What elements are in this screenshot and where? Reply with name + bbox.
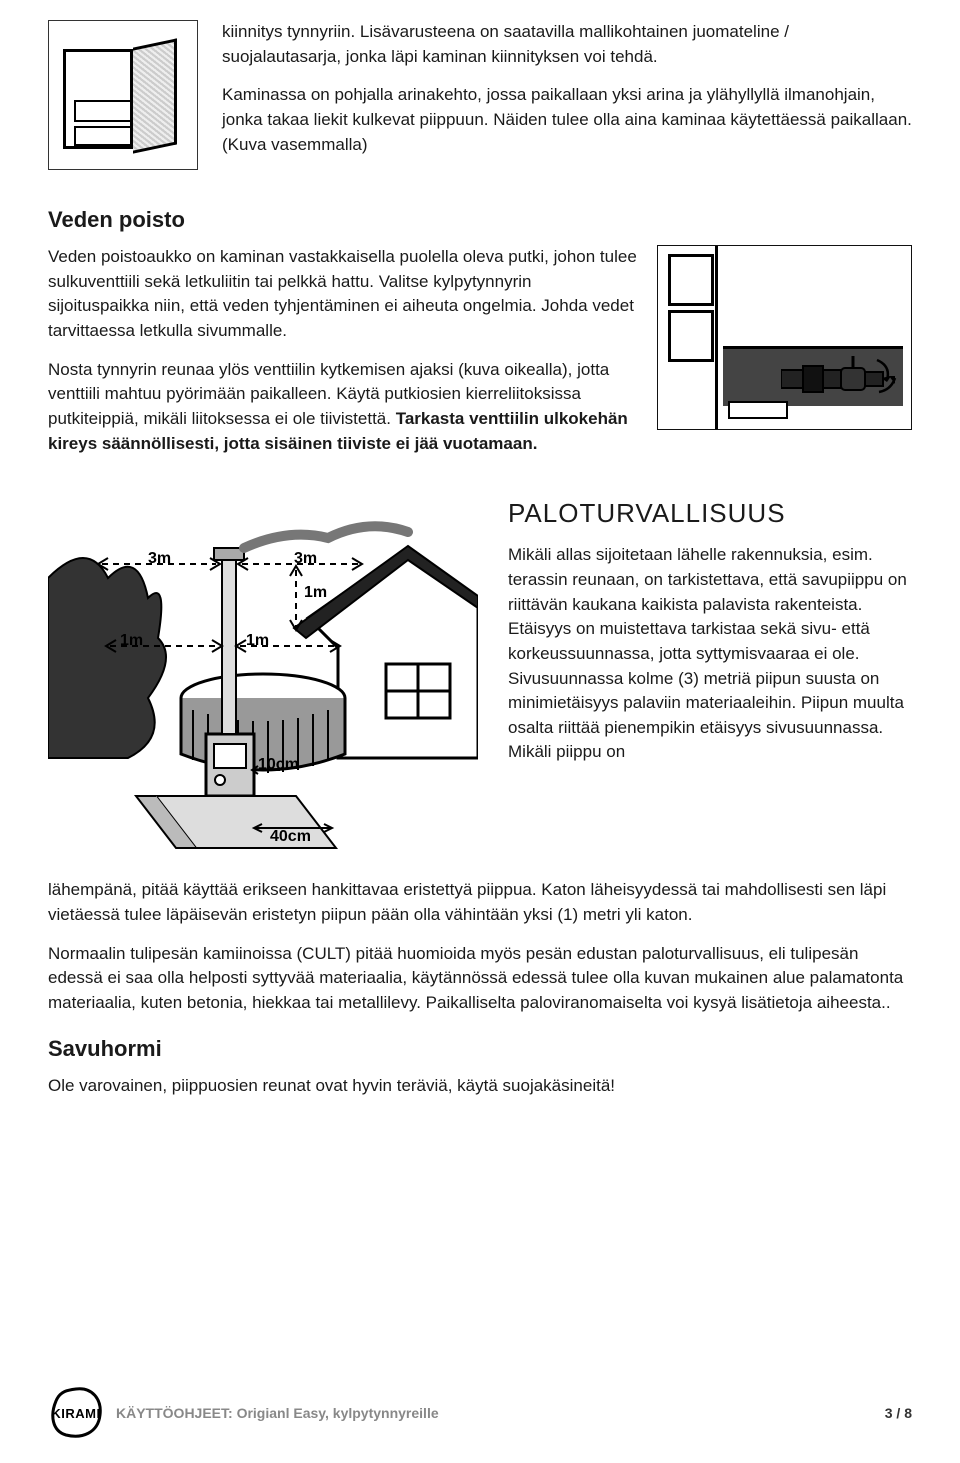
para-attachment-1: kiinnitys tynnyriin. Lisävarusteena on s…: [222, 20, 912, 69]
label-1m-top: 1m: [304, 584, 327, 602]
veden-poisto-text: Veden poistoaukko on kaminan vastakkaise…: [48, 245, 637, 470]
footer-page-number: 3 / 8: [885, 1405, 912, 1421]
heading-paloturvallisuus: PALOTURVALLISUUS: [508, 498, 912, 529]
para-veden-2: Nosta tynnyrin reunaa ylös venttiilin ky…: [48, 358, 637, 457]
section-veden-poisto: Veden poistoaukko on kaminan vastakkaise…: [48, 245, 912, 470]
illustration-valve: [657, 245, 912, 430]
label-1m-left: 1m: [120, 632, 143, 650]
section-paloturvallisuus: 3m 3m 1m 1m 1m 10cm 40cm PALOTURVALLISUU…: [48, 498, 912, 878]
section-attachment-text: kiinnitys tynnyriin. Lisävarusteena on s…: [222, 20, 912, 171]
para-attachment-2: Kaminassa on pohjalla arinakehto, jossa …: [222, 83, 912, 157]
para-palo-2: Normaalin tulipesän kamiinoissa (CULT) p…: [48, 942, 912, 1016]
para-palo-1: Mikäli allas sijoitetaan lähelle rakennu…: [508, 543, 912, 765]
label-3m-right: 3m: [294, 550, 317, 568]
illustration-stove: [48, 20, 198, 170]
para-veden-1: Veden poistoaukko on kaminan vastakkaise…: [48, 245, 637, 344]
label-10cm: 10cm: [258, 756, 299, 774]
illustration-fire-safety: 3m 3m 1m 1m 1m 10cm 40cm: [48, 498, 478, 878]
section-attachment: kiinnitys tynnyriin. Lisävarusteena on s…: [48, 20, 912, 171]
para-savuhormi-1: Ole varovainen, piippuosien reunat ovat …: [48, 1074, 912, 1099]
label-3m-left: 3m: [148, 550, 171, 568]
para-palo-1-cont: lähempänä, pitää käyttää erikseen hankit…: [48, 878, 912, 927]
page-footer: KIRAMI KÄYTTÖOHJEET: Origianl Easy, kylp…: [0, 1385, 960, 1441]
footer-title: KÄYTTÖOHJEET: Origianl Easy, kylpytynnyr…: [116, 1405, 439, 1421]
heading-savuhormi: Savuhormi: [48, 1036, 912, 1062]
heading-veden-poisto: Veden poisto: [48, 207, 912, 233]
label-40cm: 40cm: [270, 828, 311, 846]
label-1m-right: 1m: [246, 632, 269, 650]
logo-kirami: KIRAMI: [48, 1385, 104, 1441]
paloturvallisuus-text-right: PALOTURVALLISUUS Mikäli allas sijoitetaa…: [508, 498, 912, 878]
